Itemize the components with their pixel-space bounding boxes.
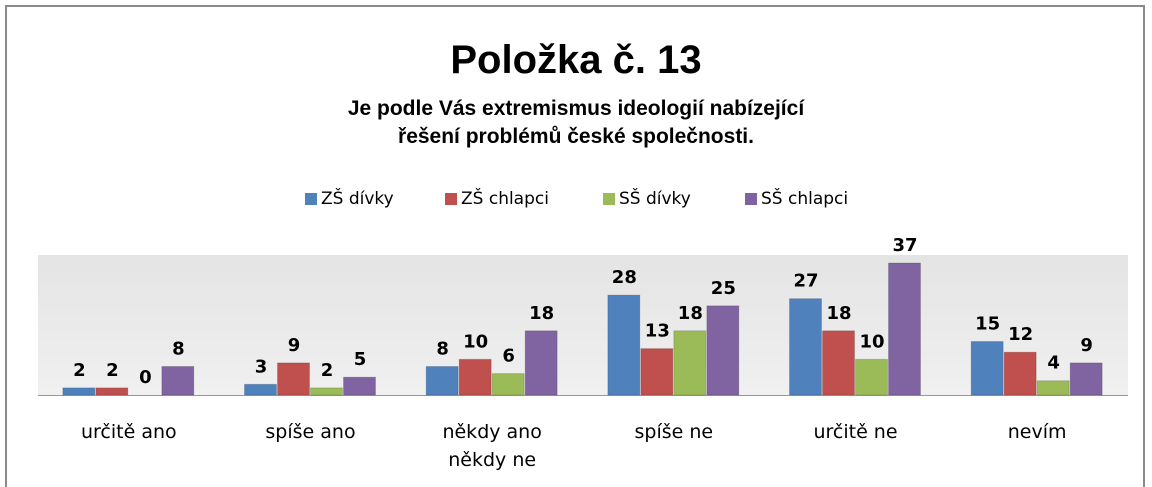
data-label: 18 — [529, 303, 554, 324]
legend-item: SŠ chlapci — [745, 189, 848, 209]
data-label: 25 — [711, 278, 736, 299]
data-label: 8 — [436, 338, 449, 359]
bar — [888, 262, 921, 396]
x-tick-label: spíše ano — [265, 421, 356, 443]
x-tick-label: nevím — [1007, 421, 1067, 443]
plot-area — [38, 255, 1128, 395]
bar — [607, 294, 641, 396]
bar — [95, 387, 129, 396]
bar — [1069, 362, 1103, 396]
legend-swatch — [305, 193, 317, 205]
bar — [1003, 351, 1037, 396]
data-label: 10 — [859, 331, 884, 352]
bar — [343, 376, 376, 396]
legend-label: ZŠ dívky — [321, 189, 394, 209]
data-label: 18 — [826, 303, 851, 324]
bar — [425, 365, 459, 396]
data-label: 15 — [975, 313, 1000, 334]
legend-swatch — [745, 193, 757, 205]
x-tick-label: určitě ne — [813, 421, 898, 443]
data-label: 2 — [106, 360, 119, 381]
legend-swatch — [603, 193, 615, 205]
legend-swatch — [445, 193, 457, 205]
bar — [822, 330, 855, 396]
data-label: 8 — [172, 338, 185, 359]
bar — [62, 387, 96, 396]
bar — [244, 383, 277, 396]
chart-title: Položka č. 13 — [450, 38, 702, 82]
data-label: 12 — [1008, 324, 1033, 345]
chart-subtitle: Je podle Vás extremismus ideologií nabíz… — [347, 97, 805, 148]
legend-item: ZŠ chlapci — [445, 189, 549, 209]
bar — [277, 362, 310, 396]
data-label: 13 — [645, 321, 670, 342]
bar — [310, 387, 343, 396]
x-tick-label: určitě ano — [81, 421, 177, 443]
data-label: 18 — [678, 303, 703, 324]
bar — [161, 365, 195, 396]
bar — [1036, 380, 1070, 396]
frame — [5, 5, 1145, 487]
bar — [855, 358, 888, 396]
data-label: 6 — [502, 346, 515, 367]
bar — [640, 348, 674, 396]
legend-item: ZŠ dívky — [305, 189, 394, 209]
data-label: 2 — [73, 360, 86, 381]
data-label: 27 — [793, 271, 818, 292]
data-label: 37 — [892, 235, 917, 256]
bar — [491, 373, 525, 396]
x-tick-label: někdy ano někdy ne — [442, 421, 542, 471]
legend-item: SŠ dívky — [603, 189, 691, 209]
data-label: 2 — [321, 360, 334, 381]
bar — [673, 330, 707, 396]
bar — [789, 298, 822, 396]
data-label: 3 — [255, 356, 268, 377]
legend-label: SŠ chlapci — [761, 189, 849, 209]
data-label: 4 — [1047, 353, 1060, 374]
bar — [458, 358, 492, 396]
data-label: 10 — [463, 331, 488, 352]
data-label: 5 — [354, 349, 367, 370]
data-label: 0 — [139, 367, 152, 388]
data-label: 28 — [612, 267, 637, 288]
legend-label: ZŠ chlapci — [461, 189, 549, 209]
data-label: 9 — [288, 335, 301, 356]
data-label: 9 — [1080, 335, 1093, 356]
x-tick-label: spíše ne — [634, 421, 714, 443]
bar — [970, 340, 1004, 396]
bar — [524, 330, 558, 396]
legend-label: SŠ dívky — [619, 189, 691, 209]
bar — [706, 305, 740, 396]
